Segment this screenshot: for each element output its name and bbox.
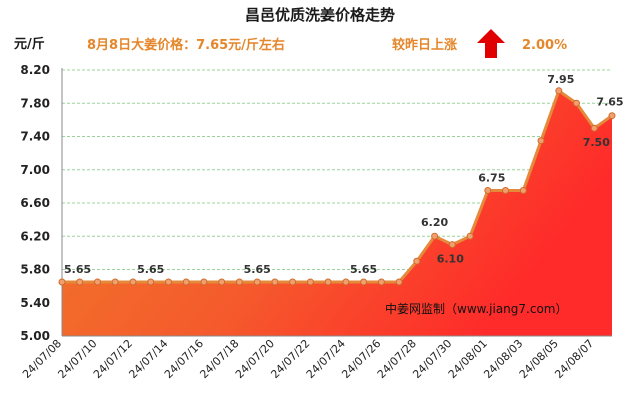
data-point [377,278,385,286]
y-tick-label: 7.00 [20,163,50,177]
y-tick-label: 7.80 [20,96,50,110]
price-note: 8月8日大姜价格：7.65元/斤左右 [87,37,285,53]
axes [61,68,612,337]
data-point [129,278,137,286]
data-point [519,187,527,194]
data-point [306,278,314,286]
data-point [608,112,616,120]
y-tick-label: 8.20 [20,63,50,77]
y-axis-unit: 元/斤 [14,36,45,52]
chart-title: 昌邑优质洗姜价格走势 [245,6,395,24]
price-area [62,89,613,336]
data-label: 6.20 [421,216,448,229]
data-point [111,278,119,286]
data-label: 5.65 [244,263,271,276]
data-point [360,278,368,286]
data-point [395,278,403,286]
data-label: 7.95 [547,73,574,86]
data-label: 7.50 [583,136,610,149]
x-tick-label: 24/08/07 [552,337,596,381]
change-value: 2.00% [522,38,567,53]
data-point [537,137,545,145]
data-label: 5.65 [137,263,164,276]
data-point [76,278,84,286]
data-label: 5.65 [64,263,91,276]
area-fill [62,90,612,336]
data-point [502,187,509,194]
data-label: 6.75 [478,172,505,185]
data-point [466,232,474,240]
y-tick-label: 7.40 [20,130,50,144]
y-tick-label: 5.00 [20,329,50,343]
y-tick-label: 5.40 [20,296,50,310]
data-point [431,232,439,240]
data-point [94,278,101,286]
data-point [448,241,456,249]
data-point [289,278,297,286]
data-points [58,87,616,286]
data-point [555,87,563,95]
data-point [573,99,580,107]
change-label: 较昨日上涨 [392,37,457,53]
data-point [235,278,243,286]
source-credit: 中姜网监制（www.jiang7.com） [385,301,567,316]
data-point [200,278,208,286]
y-axis-ticks: 8.20 7.80 7.40 7.00 6.60 6.20 5.80 5.40 5.00 [20,63,50,343]
data-point [484,187,492,194]
data-label: 7.65 [596,96,623,109]
x-axis-ticks: 24/07/0824/07/1024/07/1224/07/1424/07/16… [20,337,596,381]
y-tick-label: 6.60 [20,196,50,210]
data-point [413,257,421,265]
data-point [182,278,190,286]
data-labels: 5.65 5.65 5.65 5.65 6.20 6.10 6.75 7.95 7.50 7.65 [64,73,624,276]
y-tick-label: 5.80 [20,263,50,277]
data-point [590,124,598,132]
data-point [58,278,66,286]
data-point [253,278,261,286]
data-label: 6.10 [437,253,464,266]
y-tick-label: 6.20 [20,229,50,243]
data-point [271,278,279,286]
data-label: 5.65 [350,263,377,276]
data-point [342,278,350,286]
data-point [147,278,155,286]
data-point [218,278,226,286]
data-point [324,278,332,286]
up-arrow-icon [477,29,505,58]
data-point [165,278,172,286]
